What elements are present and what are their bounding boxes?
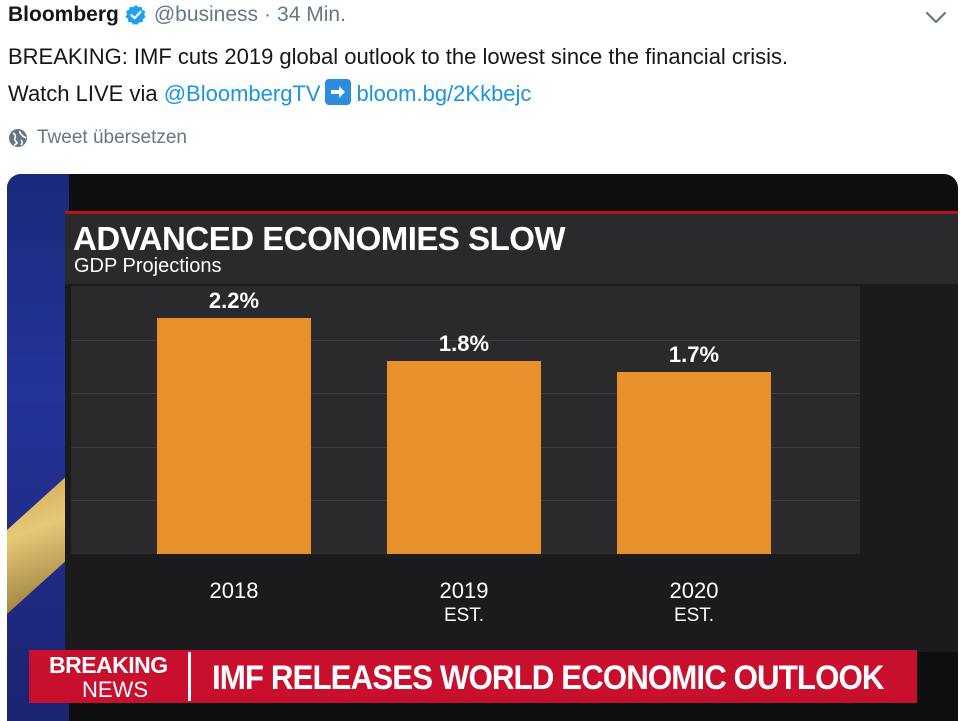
translate-label: Tweet übersetzen <box>37 127 187 148</box>
category-label: 2018 <box>209 578 259 603</box>
breaking-label: BREAKING <box>49 652 168 678</box>
category-label: 2020 <box>669 578 719 603</box>
breaking-ticker <box>29 650 917 703</box>
globe-icon <box>9 129 27 147</box>
author-name[interactable]: Bloomberg <box>8 3 119 26</box>
author-handle[interactable]: @business <box>153 3 259 26</box>
tweet-header: Bloomberg @business · 34 Min. <box>8 0 346 30</box>
gridline <box>71 339 860 341</box>
tweet-text: BREAKING: IMF cuts 2019 global outlook t… <box>8 38 948 112</box>
chevron-down-icon[interactable] <box>924 7 948 27</box>
ticker-headline: IMF RELEASES WORLD ECONOMIC OUTLOOK <box>212 659 885 697</box>
category-note: EST. <box>443 605 485 626</box>
category-note: EST. <box>673 605 715 626</box>
bar-2019 <box>387 361 541 554</box>
tweet-media-image[interactable]: ADVANCED ECONOMIES SLOW GDP Projections … <box>7 174 958 721</box>
bar-2020 <box>617 371 771 554</box>
background-decoration <box>7 174 69 721</box>
chart-subtitle: GDP Projections <box>74 255 222 277</box>
verified-badge-icon <box>125 4 147 26</box>
url-link[interactable]: bloom.bg/2Kkbejc <box>356 81 532 106</box>
tweet-text-prefix: Watch LIVE via <box>8 81 158 106</box>
mention-link[interactable]: @BloombergTV <box>163 81 321 106</box>
bar-value-label: 1.8% <box>438 331 490 357</box>
right-arrow-icon <box>324 79 351 105</box>
tweet-text-line1: BREAKING: IMF cuts 2019 global outlook t… <box>8 44 789 69</box>
translate-tweet-button[interactable]: Tweet übersetzen <box>8 127 187 149</box>
bar-2018 <box>157 318 311 554</box>
news-label: NEWS <box>82 677 148 702</box>
bar-value-label: 1.7% <box>668 341 720 367</box>
bar-value-label: 2.2% <box>208 288 260 314</box>
tweet-text-line2: Watch LIVE via @BloombergTV bloom.bg/2Kkb… <box>8 75 948 112</box>
breaking-news-box <box>32 652 191 701</box>
category-label: 2019 <box>439 578 489 603</box>
separator-dot: · <box>264 3 272 26</box>
chart-title: ADVANCED ECONOMIES SLOW <box>73 220 566 257</box>
tweet-time[interactable]: 34 Min. <box>277 3 346 26</box>
chart-title-band <box>65 214 958 284</box>
red-accent-line <box>65 211 958 214</box>
